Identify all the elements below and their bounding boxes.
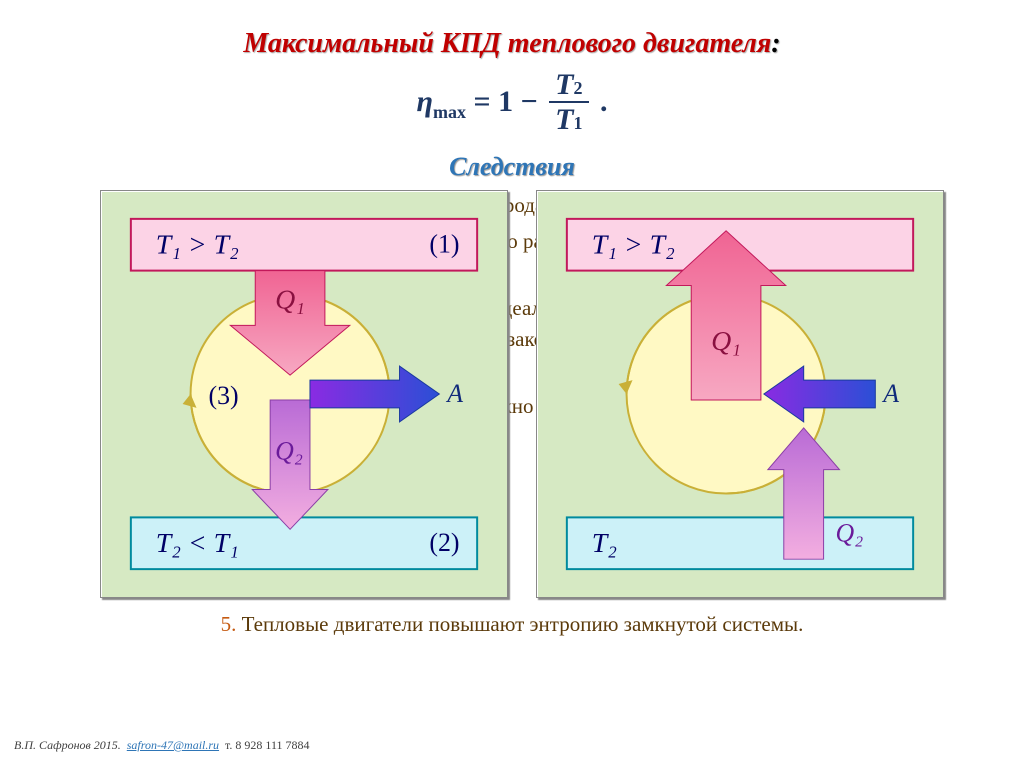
title-colon: : bbox=[771, 28, 780, 59]
subtitle: Следствия bbox=[0, 152, 1024, 182]
diagram-heat-engine: T₁ > T₂ (1) T₂ < T₁ (2) (3) Q₁ Q₂ A bbox=[100, 190, 508, 598]
footer: В.П. Сафронов 2015. safron-47@mail.ru т.… bbox=[14, 738, 310, 753]
q1-label: Q₁ bbox=[711, 326, 741, 357]
cold-tag: (2) bbox=[429, 528, 459, 557]
q2-label: Q₂ bbox=[836, 518, 864, 547]
footer-author: В.П. Сафронов 2015. bbox=[14, 738, 121, 752]
footer-email[interactable]: safron-47@mail.ru bbox=[127, 738, 219, 752]
formula-tail: . bbox=[593, 85, 608, 118]
formula-num: T2 bbox=[549, 68, 588, 103]
cycle-tag: (3) bbox=[208, 381, 238, 410]
q2-label: Q₂ bbox=[275, 437, 303, 466]
formula-num-T: T bbox=[555, 68, 573, 101]
cold-label: T₂ < T₁ bbox=[156, 528, 239, 559]
footer-phone: т. 8 928 111 7884 bbox=[225, 738, 309, 752]
formula: ηmax = 1 − T2T1 . bbox=[0, 70, 1024, 138]
formula-den: T1 bbox=[549, 103, 588, 136]
formula-eta: η bbox=[417, 85, 433, 118]
cold-label: T₂ bbox=[592, 528, 617, 559]
title-text: Максимальный КПД теплового двигателя bbox=[243, 28, 771, 59]
diagram-refrigerator: T₁ > T₂ T₂ Q₁ Q₂ A bbox=[536, 190, 944, 598]
formula-sub: max bbox=[433, 102, 466, 122]
text-5: Тепловые двигатели повышают энтропию зам… bbox=[236, 612, 803, 636]
hot-label: T₁ > T₂ bbox=[156, 230, 239, 261]
conclusion: 5. Тепловые двигатели повышают энтропию … bbox=[0, 612, 1024, 637]
q1-label: Q₁ bbox=[275, 284, 305, 315]
work-label: A bbox=[445, 379, 463, 408]
heat-engine-svg: T₁ > T₂ (1) T₂ < T₁ (2) (3) Q₁ Q₂ A bbox=[101, 191, 507, 597]
formula-num-sub: 2 bbox=[574, 78, 583, 98]
formula-eq: = 1 − bbox=[466, 85, 545, 118]
num-5: 5. bbox=[221, 612, 237, 636]
work-label: A bbox=[881, 379, 899, 408]
refrigerator-svg: T₁ > T₂ T₂ Q₁ Q₂ A bbox=[537, 191, 943, 597]
hot-tag: (1) bbox=[429, 230, 459, 259]
page-title: Максимальный КПД теплового двигателя: bbox=[0, 28, 1024, 60]
formula-den-sub: 1 bbox=[574, 113, 583, 133]
formula-fraction: T2T1 bbox=[549, 68, 588, 136]
hot-label: T₁ > T₂ bbox=[592, 230, 675, 261]
formula-den-T: T bbox=[555, 103, 573, 136]
slide: Максимальный КПД теплового двигателя: ηm… bbox=[0, 0, 1024, 767]
